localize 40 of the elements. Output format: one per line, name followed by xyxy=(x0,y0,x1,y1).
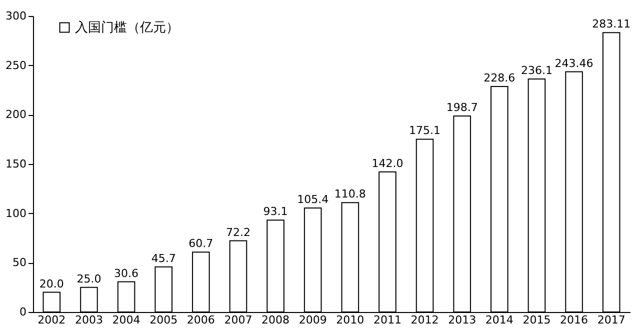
data-label: 283.11 xyxy=(592,18,631,31)
y-tick-label: 100 xyxy=(6,206,26,220)
x-tick-label: 2013 xyxy=(448,314,476,326)
data-label: 30.6 xyxy=(114,266,139,280)
x-tick-label: 2007 xyxy=(224,314,252,326)
data-label: 60.7 xyxy=(188,237,214,250)
y-tick-label: 0 xyxy=(20,306,26,318)
data-label: 142.0 xyxy=(372,156,404,170)
data-label: 243.46 xyxy=(554,56,594,70)
x-tick-label: 2017 xyxy=(597,314,626,326)
x-tick-label: 2008 xyxy=(262,314,290,326)
x-tick-label: 2011 xyxy=(373,314,402,326)
x-tick-label: 2003 xyxy=(74,314,103,326)
data-label: 25.0 xyxy=(76,272,102,286)
y-tick-label: 150 xyxy=(6,158,26,170)
y-tick-label: 250 xyxy=(6,58,26,72)
data-label: 20.0 xyxy=(39,277,64,290)
legend-label: 入国门槛（亿元） xyxy=(75,20,179,36)
data-label: 198.7 xyxy=(446,100,478,114)
x-tick-label: 2004 xyxy=(112,314,140,326)
x-tick-label: 2005 xyxy=(150,314,178,326)
data-label: 93.1 xyxy=(263,205,288,218)
x-tick-label: 2002 xyxy=(38,314,66,326)
data-label: 45.7 xyxy=(151,252,176,265)
x-tick-label: 2010 xyxy=(336,314,364,326)
data-label: 175.1 xyxy=(409,124,441,138)
data-label: 228.6 xyxy=(484,71,516,84)
x-tick-label: 2009 xyxy=(298,314,327,326)
x-tick-label: 2016 xyxy=(560,314,588,326)
data-label: 72.2 xyxy=(226,226,250,239)
x-tick-label: 2015 xyxy=(522,314,551,326)
y-tick-label: 200 xyxy=(6,108,26,122)
x-tick-label: 2012 xyxy=(410,314,439,326)
data-label: 105.4 xyxy=(297,193,329,206)
data-label: 236.1 xyxy=(520,64,552,78)
x-tick-label: 2006 xyxy=(186,314,215,326)
y-tick-label: 300 xyxy=(6,10,26,22)
x-tick-label: 2014 xyxy=(485,314,514,326)
data-label: 110.8 xyxy=(334,188,366,201)
y-tick-label: 50 xyxy=(12,256,26,270)
